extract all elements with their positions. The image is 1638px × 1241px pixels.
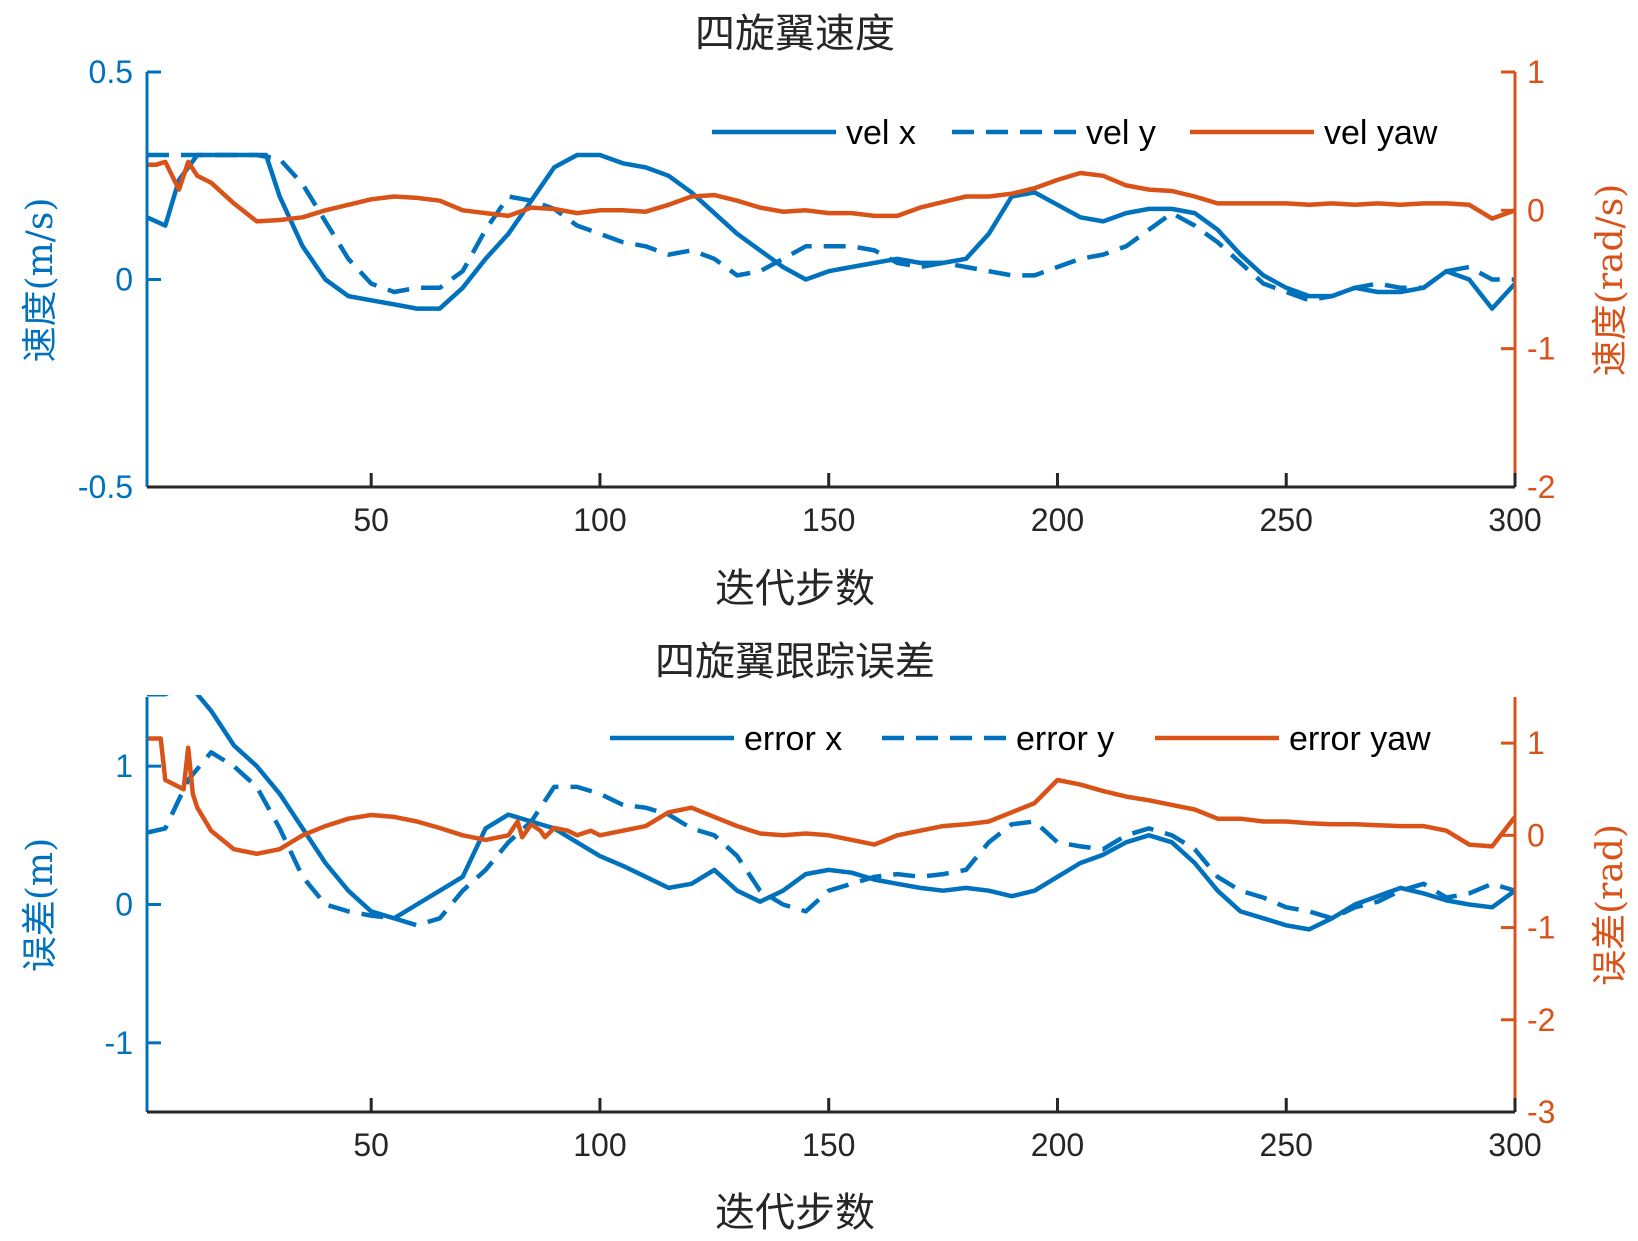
y-tick-label-right: 0 bbox=[1527, 817, 1545, 853]
x-tick-label: 300 bbox=[1488, 1127, 1541, 1163]
x-tick-label: 50 bbox=[353, 1127, 389, 1163]
y-axis-label-left: 误差(m) bbox=[20, 838, 61, 972]
y-tick-label-right: -1 bbox=[1527, 910, 1555, 946]
x-tick-label: 100 bbox=[573, 1127, 626, 1163]
legend-label: error yaw bbox=[1289, 720, 1431, 758]
y-tick-label-right: 0 bbox=[1527, 192, 1545, 228]
y-tick-label-right: 1 bbox=[1527, 725, 1545, 761]
legend-label: error x bbox=[744, 720, 842, 758]
x-tick-label: 50 bbox=[353, 502, 389, 538]
tracking-error-chart: 四旋翼跟踪误差 迭代步数 误差(m) 误差(rad) -101-3-2-1015… bbox=[20, 639, 1631, 1236]
series-line-vel-yaw bbox=[147, 159, 1515, 224]
x-tick-label: 150 bbox=[802, 1127, 855, 1163]
x-tick-label: 250 bbox=[1260, 1127, 1313, 1163]
x-axis-label: 迭代步数 bbox=[715, 1190, 875, 1236]
y-axis-label-left: 速度(m/s) bbox=[20, 198, 61, 363]
velocity-chart: 四旋翼速度 迭代步数 速度(m/s) 速度(rad/s) -0.5 0 0.5 -2 -… bbox=[20, 11, 1631, 612]
y-tick-label-right: -3 bbox=[1527, 1094, 1555, 1130]
x-tick-label: 200 bbox=[1031, 502, 1084, 538]
legend-label: error y bbox=[1016, 720, 1114, 758]
y-tick-label-left: 0.5 bbox=[89, 54, 133, 90]
series-line-error-yaw bbox=[147, 736, 1515, 857]
series-line-vel-x bbox=[147, 152, 1515, 311]
series-line-error-x bbox=[147, 695, 1515, 932]
x-axis-label: 迭代步数 bbox=[715, 566, 875, 612]
x-tick-label: 300 bbox=[1488, 502, 1541, 538]
y-tick-label-left: 0 bbox=[115, 262, 133, 298]
y-axis-label-right: 速度(rad/s) bbox=[1590, 184, 1631, 376]
x-tick-label: 200 bbox=[1031, 1127, 1084, 1163]
legend-label: vel y bbox=[1086, 114, 1156, 152]
y-tick-label-left: 0 bbox=[115, 887, 133, 923]
series-line-error-y bbox=[147, 750, 1515, 928]
legend: vel x vel y vel yaw bbox=[712, 114, 1438, 152]
chart-title: 四旋翼速度 bbox=[695, 11, 895, 57]
series-layer bbox=[147, 152, 1515, 311]
y-tick-label-right: -2 bbox=[1527, 469, 1555, 505]
y-axis-label-right: 误差(rad) bbox=[1590, 824, 1631, 986]
series-layer bbox=[147, 695, 1515, 932]
x-tick-label: 250 bbox=[1260, 502, 1313, 538]
y-tick-label-right: -1 bbox=[1527, 331, 1555, 367]
y-tick-label-left: -1 bbox=[105, 1025, 133, 1061]
y-tick-label-left: 1 bbox=[115, 748, 133, 784]
legend-label: vel yaw bbox=[1324, 114, 1438, 152]
y-tick-label-right: -2 bbox=[1527, 1002, 1555, 1038]
legend: error x error y error yaw bbox=[610, 720, 1431, 758]
x-tick-label: 100 bbox=[573, 502, 626, 538]
y-tick-label-right: 1 bbox=[1527, 54, 1545, 90]
legend-label: vel x bbox=[846, 114, 916, 152]
y-tick-label-left: -0.5 bbox=[78, 469, 133, 505]
x-tick-label: 150 bbox=[802, 502, 855, 538]
chart-title: 四旋翼跟踪误差 bbox=[655, 639, 935, 685]
series-line-vel-y bbox=[147, 152, 1515, 303]
